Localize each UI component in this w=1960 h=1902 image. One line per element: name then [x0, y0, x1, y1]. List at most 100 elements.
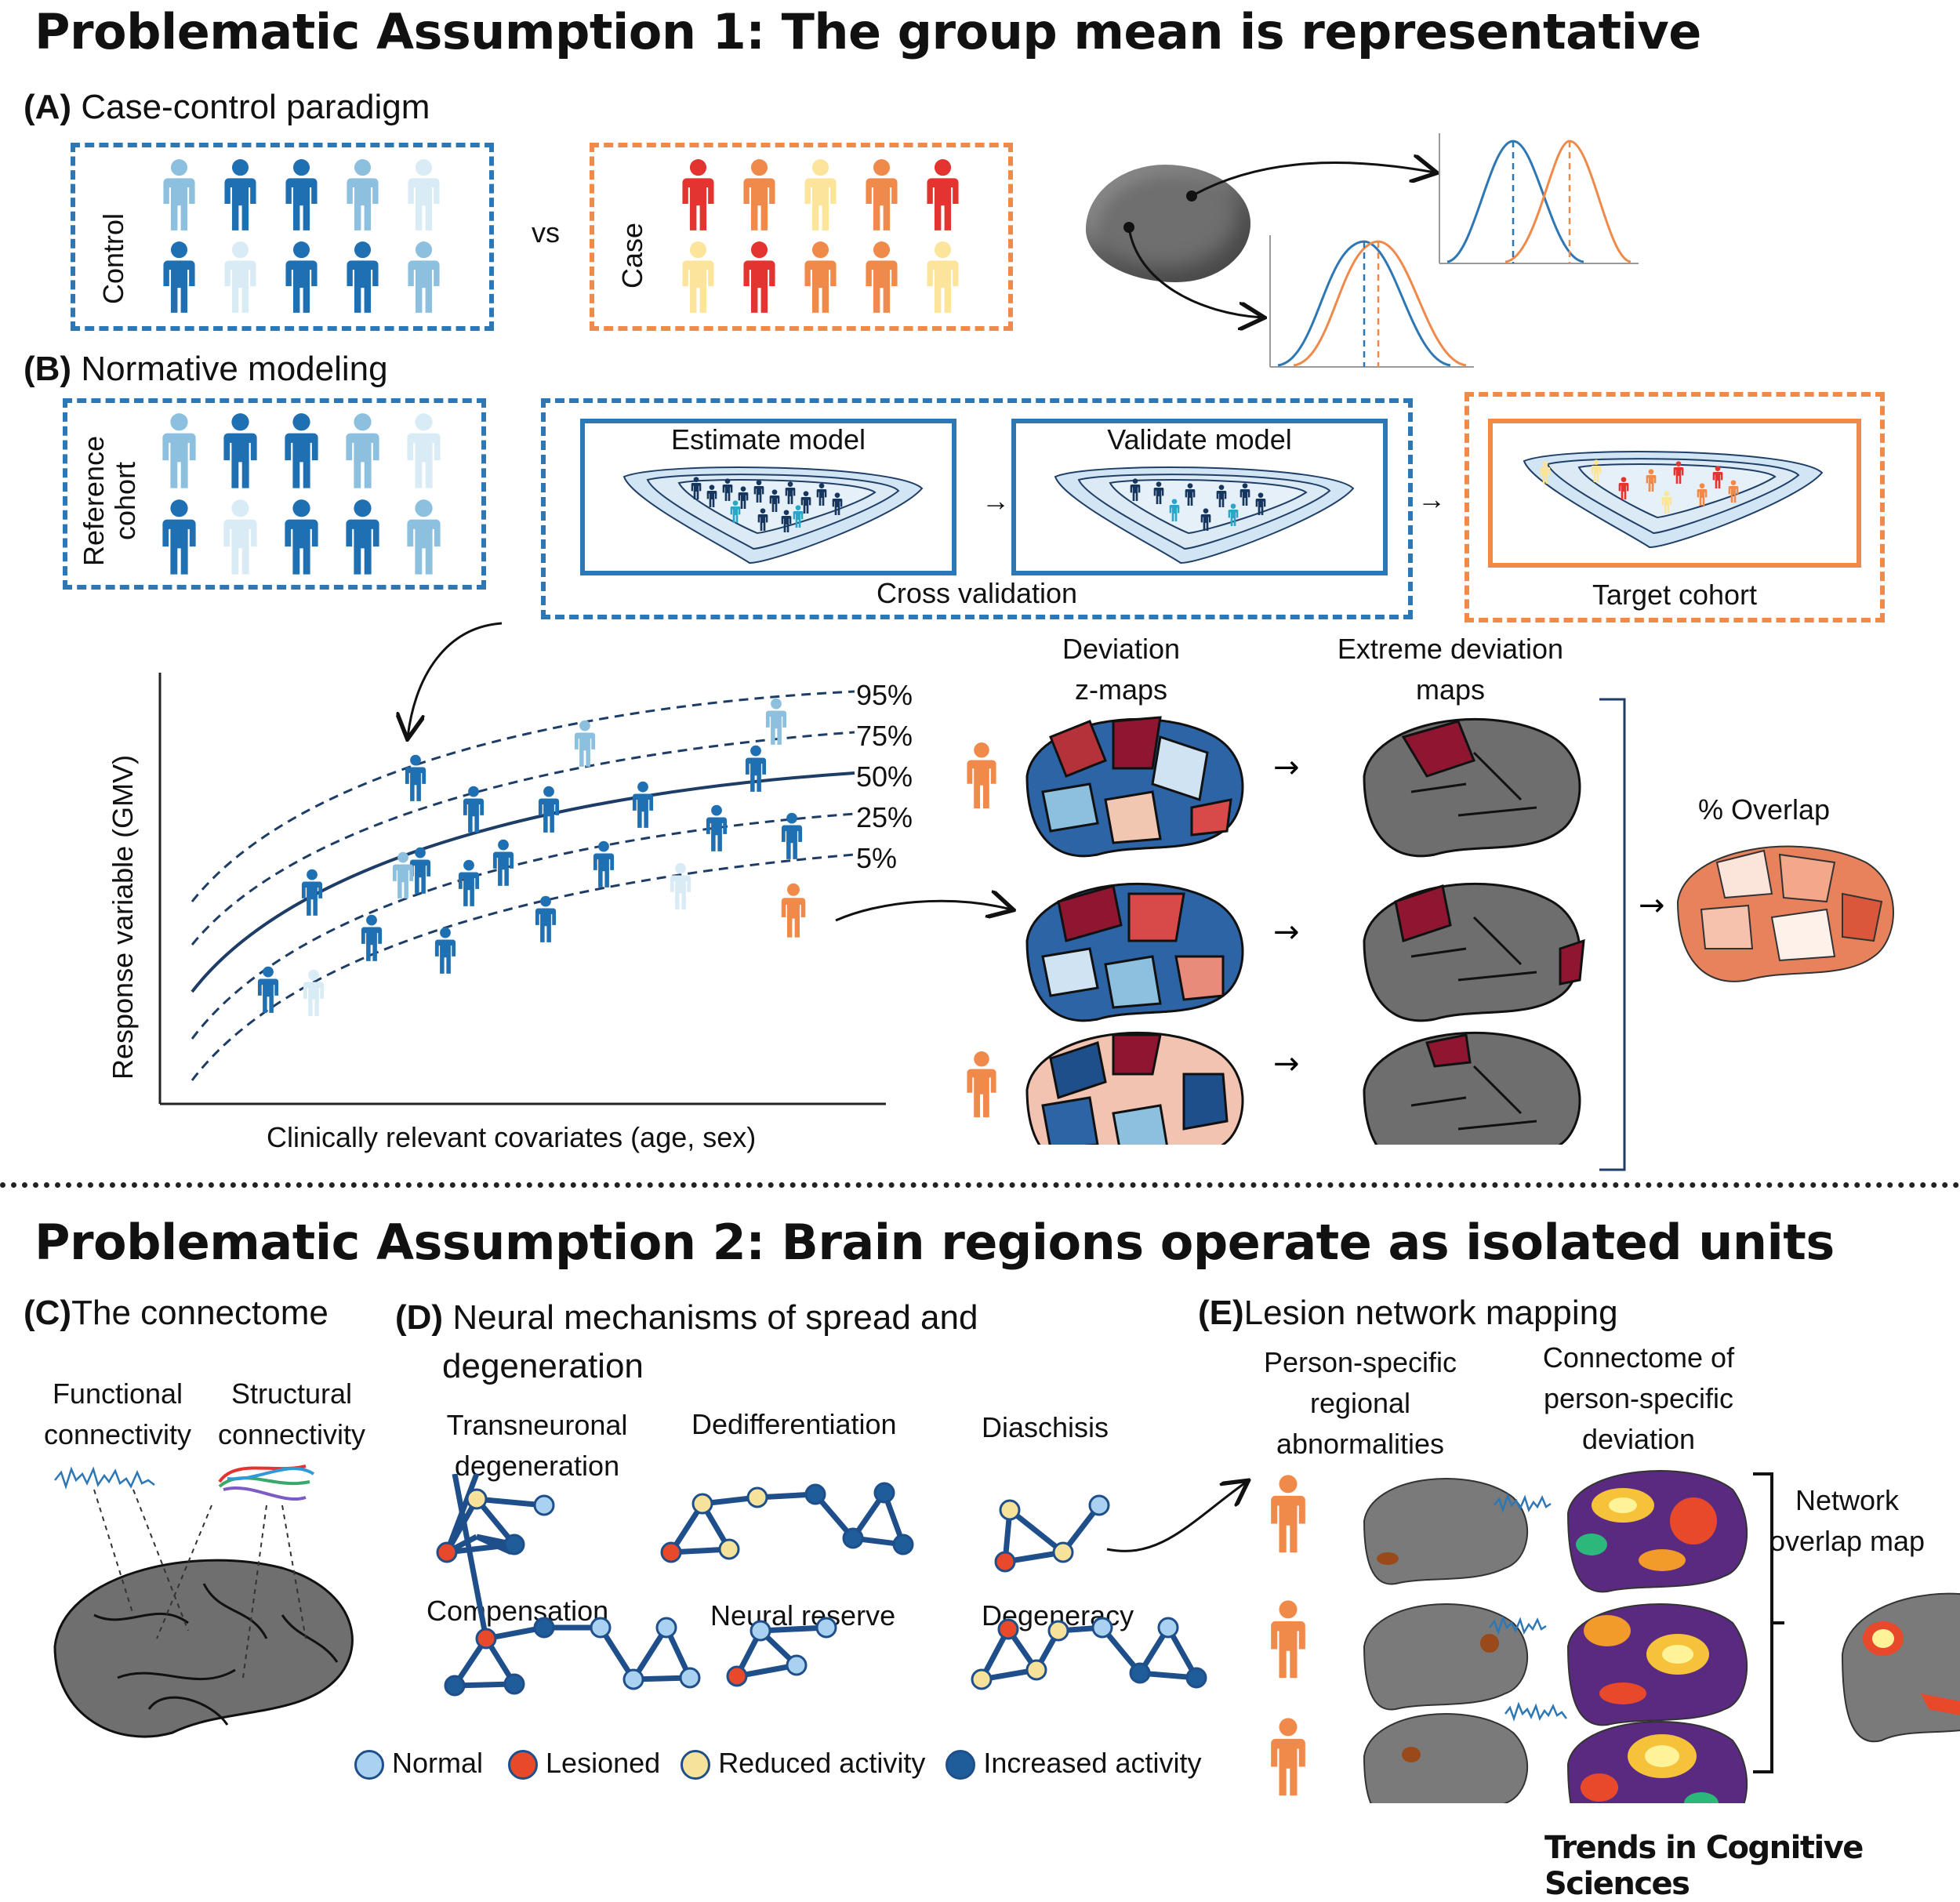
normative-centile-plot — [158, 622, 1027, 1105]
extreme-map-row1 — [1363, 717, 1581, 858]
graph-nodes — [436, 1482, 1207, 1697]
overlap-brain-map — [1676, 845, 1894, 982]
reference-cohort-box: Reference cohort — [63, 398, 486, 590]
panel-d-letter: (D) — [395, 1298, 444, 1337]
target-cohort-box: Target cohort — [1465, 392, 1885, 623]
structural-line2: connectivity — [217, 1418, 366, 1450]
structural-connectivity-label: Structural connectivity — [205, 1374, 378, 1455]
zmap-to-extreme-arrow-3: → — [1273, 1046, 1300, 1082]
legend-reduced: Reduced activity — [681, 1747, 925, 1780]
legend-increased: Increased activity — [946, 1747, 1201, 1780]
connectivity-lines — [93, 1489, 307, 1679]
extreme-map-row2 — [1363, 882, 1585, 1022]
connectome-brain — [53, 1559, 354, 1738]
legend-lesioned: Lesioned — [508, 1747, 661, 1780]
person-line3: abnormalities — [1276, 1428, 1445, 1460]
bracket-to-overlap-arrow: → — [1639, 887, 1665, 924]
zmap-to-extreme-arrow-2: → — [1273, 914, 1300, 950]
zmap-row3 — [1025, 1031, 1244, 1145]
centile-label-95: 95% — [856, 679, 913, 711]
x-axis-label: Clinically relevant covariates (age, sex… — [267, 1121, 757, 1153]
distribution-plots — [1123, 133, 1639, 368]
centile-75-curve — [191, 731, 855, 946]
panel-c-letter: (C) — [24, 1294, 72, 1332]
transneuronal-line1: Transneuronal — [446, 1409, 628, 1441]
reference-to-plot-arrow — [408, 622, 503, 737]
centile-95-curve — [191, 690, 855, 902]
panel-a-heading: (A) Case-control paradigm — [24, 88, 430, 127]
centile-50-curve — [191, 771, 855, 993]
case-label: Case — [616, 222, 648, 289]
panel-a-title: Case-control paradigm — [81, 88, 430, 126]
legend-normal-label: Normal — [392, 1747, 484, 1779]
network-line1: Network — [1795, 1484, 1900, 1516]
reference-cohort-label: Reference cohort — [78, 426, 141, 575]
case-control-brain — [1086, 165, 1250, 282]
centile-label-5: 5% — [856, 842, 898, 874]
panel-c-heading: (C)The connectome — [24, 1294, 328, 1333]
network-overlap-label: Network overlap map — [1753, 1480, 1941, 1562]
assumption2-title: Problematic Assumption 2: Brain regions … — [34, 1214, 1835, 1271]
assumption1-title: Problematic Assumption 1: The group mean… — [34, 3, 1701, 60]
extreme-map-row3 — [1363, 1031, 1581, 1145]
extreme-label-line1: Extreme deviation — [1337, 633, 1564, 665]
overlap-label: % Overlap — [1698, 793, 1831, 826]
reference-label-line2: cohort — [109, 461, 141, 541]
panel-e-title: Lesion network mapping — [1243, 1294, 1618, 1332]
panel-c-title: The connectome — [71, 1294, 328, 1332]
legend-reduced-marker — [681, 1750, 711, 1780]
diaschisis-label: Diaschisis — [982, 1411, 1109, 1443]
validate-model-box: Validate model — [1011, 419, 1388, 575]
connectome-deviation-label: Connectome of person-specific deviation — [1513, 1338, 1764, 1460]
target-cohort-contours — [1523, 451, 1824, 549]
legend-lesioned-marker — [508, 1750, 539, 1780]
panel-b-title: Normative modeling — [81, 350, 388, 388]
lesion-persons — [1271, 1475, 1305, 1796]
lesion-network-rows — [1271, 1470, 1960, 1803]
centile-label-25: 25% — [856, 801, 913, 833]
legend-lesioned-label: Lesioned — [546, 1747, 661, 1779]
transneuronal-line2: degeneration — [454, 1450, 620, 1482]
panel-e-letter: (E) — [1198, 1294, 1244, 1332]
control-group-box: Control — [71, 143, 494, 331]
estimate-model-box: Estimate model — [580, 419, 956, 575]
y-axis-label: Response variable (GMV) — [107, 754, 139, 1080]
deviation-maps-heading: Deviation z-maps — [1043, 629, 1200, 710]
overlap-bracket: → — [1599, 698, 1894, 1171]
connectome-line1: Connectome of — [1542, 1341, 1735, 1374]
target-person-row3 — [967, 1051, 996, 1118]
deviation-label-line2: z-maps — [1074, 673, 1168, 706]
extreme-maps-heading: Extreme deviation maps — [1317, 629, 1584, 710]
zmap-row2 — [1025, 882, 1244, 1022]
fmri-timeseries-icon — [54, 1466, 155, 1490]
zmap-to-extreme-arrow-1: → — [1273, 750, 1300, 786]
fmri-signal-icons — [1489, 1493, 1567, 1722]
target-person-row1 — [967, 742, 996, 809]
centile-label-50: 50% — [856, 760, 913, 793]
validate-to-target-arrow: → — [1417, 483, 1446, 515]
compensation-label: Compensation — [426, 1595, 609, 1627]
vs-label: vs — [532, 216, 560, 249]
panel-b-letter: (B) — [24, 350, 72, 388]
target-individual-point — [781, 883, 806, 938]
centile-25-curve — [191, 812, 855, 1040]
target-cohort-inner-box — [1488, 419, 1861, 568]
person-line1: Person-specific — [1263, 1346, 1457, 1378]
panel-d-title-line1: Neural mechanisms of spread and — [452, 1298, 978, 1337]
estimate-model-label: Estimate model — [670, 423, 866, 456]
journal-footer: Trends in Cognitive Sciences — [1544, 1830, 1864, 1902]
network-bracket — [1753, 1472, 1784, 1773]
centile-label-75: 75% — [856, 720, 913, 752]
functional-line2: connectivity — [43, 1418, 192, 1450]
functional-line1: Functional — [52, 1377, 183, 1410]
network-overlap-brain — [1841, 1592, 1960, 1743]
panel-d-title-line2: degeneration — [442, 1347, 644, 1385]
legend-normal: Normal — [354, 1747, 484, 1780]
legend-increased-marker — [946, 1750, 976, 1780]
panel-a-letter: (A) — [24, 88, 72, 126]
deviation-map-rows: → → → — [967, 716, 1585, 1145]
control-label: Control — [97, 212, 129, 304]
cross-validation-box: Estimate model → Validate model — [541, 398, 1413, 619]
estimate-model-contours — [622, 466, 924, 564]
dedifferentiation-label: Dedifferentiation — [691, 1408, 897, 1440]
